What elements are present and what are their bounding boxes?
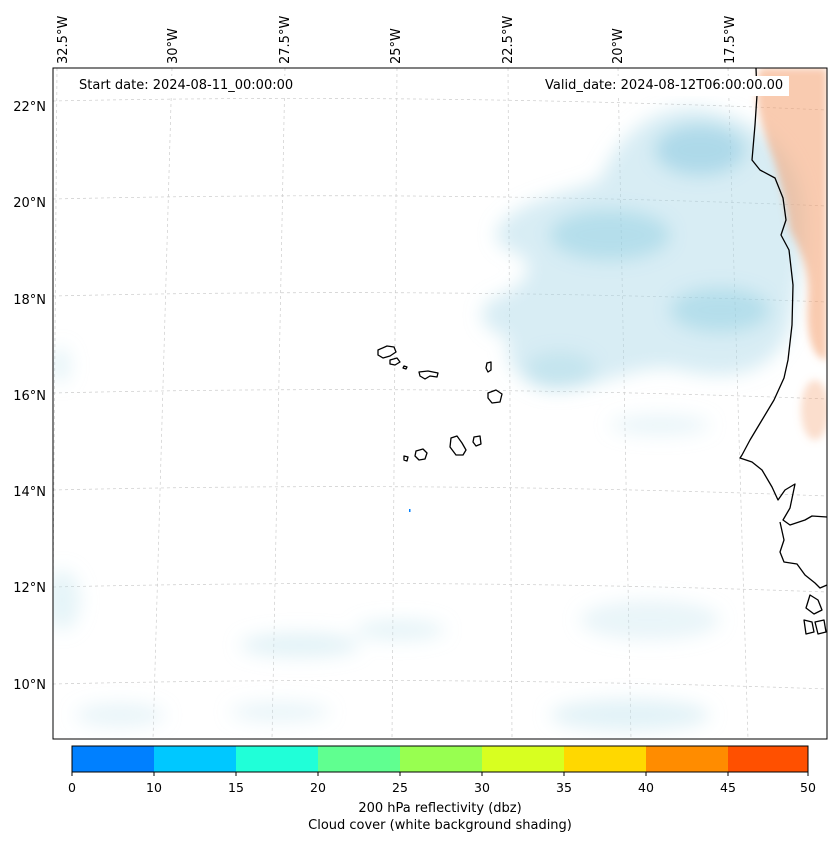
parallel-22n [53,98,827,111]
lat-label: 18°N [13,293,46,308]
lat-label: 20°N [13,196,46,211]
lat-label: 22°N [13,100,46,115]
colorbar-segment [564,746,646,772]
cloud-east-1 [580,600,720,640]
meridian-27-5w [271,68,286,739]
colorbar-tick-label: 15 [228,780,244,795]
colorbar-segment [318,746,400,772]
island-sao-vicente [389,357,401,366]
colorbar: 0 10 15 20 25 30 35 40 45 50 [68,745,816,795]
latitude-labels: 22°N 20°N 18°N 16°N 14°N 12°N 10°N [13,100,46,693]
colorbar-tick-label: 35 [556,780,572,795]
island-brava [403,455,409,462]
colorbar-tick-labels: 0 10 15 20 25 30 35 40 45 50 [68,780,816,795]
colorbar-tick-label: 45 [720,780,736,795]
cloud-west-1 [53,570,80,630]
colorbar-segment [400,746,482,772]
lat-label: 12°N [13,581,46,596]
lon-label: 20°W [611,28,626,64]
lon-label: 30°W [166,28,181,64]
colorbar-tick-marks [71,772,809,776]
colorbar-tick-label: 0 [68,780,76,795]
parallel-12n [53,583,827,593]
colorbar-outline [71,745,809,773]
island-sao-nicolau [418,370,439,380]
colorbar-segment [236,746,318,772]
cloud-cover-shading [53,108,805,731]
cloud-core-3 [670,288,770,332]
cloud-core-2 [550,210,670,260]
colorbar-segment [646,746,728,772]
colorbar-segment [72,746,154,772]
meridian-17-5w [727,68,749,739]
parallel-20n [53,195,827,207]
island-maio [472,435,482,447]
map-frame [52,67,828,740]
lon-label: 25°W [389,28,404,64]
island-santo-antao [377,345,397,359]
lon-label: 27.5°W [278,16,293,64]
colorbar-tick-label: 50 [800,780,816,795]
colorbar-tick-label: 10 [146,780,162,795]
warm-land-shading [756,68,827,440]
lon-label: 32.5°W [56,16,71,64]
colorbar-segment [728,746,808,772]
cloud-south-3 [550,699,710,731]
map-area [53,68,827,739]
colorbar-subtitle: Cloud cover (white background shading) [308,818,572,833]
lon-label: 22.5°W [501,16,516,64]
cloud-south-2 [355,620,445,640]
cloud-south-5 [75,703,165,727]
start-date-label: Start date: 2024-08-11_00:00:00 [73,76,300,96]
meridian-22-5w [507,68,513,739]
cloud-west-2 [53,347,70,383]
longitude-labels: 32.5°W 30°W 27.5°W 25°W 22.5°W 20°W 17.5… [56,16,738,64]
cloud-core-1 [655,125,745,175]
island-sal [485,361,492,373]
parallel-18n [53,292,827,303]
coastline-africa [739,68,827,635]
lat-label: 10°N [13,678,46,693]
colorbar-title: 200 hPa reflectivity (dbz) [358,801,522,816]
parallel-14n [53,486,827,497]
island-santiago [449,435,467,456]
cloud-core-4 [525,352,595,388]
island-fogo [414,448,428,461]
colorbar-segment [482,746,564,772]
colorbar-tick-label: 20 [310,780,326,795]
cloud-south-1 [240,633,360,657]
parallel-10n [53,680,827,690]
cloud-south-4 [230,702,330,722]
colorbar-tick-label: 30 [474,780,490,795]
island-boa-vista [487,389,503,404]
parallel-16n [53,389,827,400]
colorbar-tick-label: 25 [392,780,408,795]
colorbar-segments [72,746,808,772]
island-santa-luzia [402,365,408,370]
cape-verde-islands [377,345,503,462]
colorbar-segment [154,746,236,772]
cloud-east-2 [610,415,710,435]
colorbar-tick-label: 40 [638,780,654,795]
reflectivity-speck [409,509,411,512]
valid-date-label: Valid_date: 2024-08-12T06:00:00.00 [539,76,790,96]
lat-label: 14°N [13,485,46,500]
lat-label: 16°N [13,389,46,404]
meridian-30w [152,68,173,739]
lon-label: 17.5°W [723,16,738,64]
